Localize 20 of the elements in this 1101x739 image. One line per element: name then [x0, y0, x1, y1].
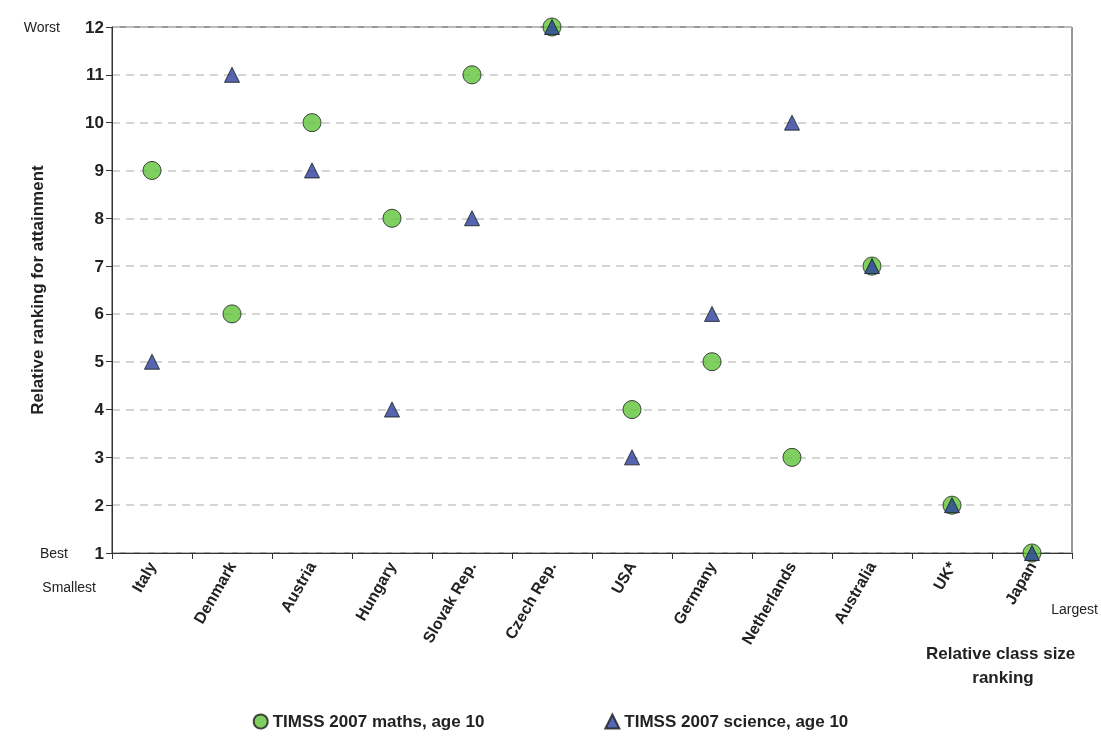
legend-label: TIMSS 2007 science, age 10: [624, 712, 849, 731]
y-tick-label: 6: [94, 304, 104, 324]
y-tick-label: 7: [94, 256, 104, 276]
x-axis-title: Relative class size ranking: [925, 643, 1081, 687]
legend-label: TIMSS 2007 maths, age 10: [272, 712, 485, 731]
text: Smallest: [42, 579, 97, 595]
y-tick-label: 8: [94, 208, 104, 228]
y-tick-label: 11: [86, 65, 104, 85]
y-tick-label: 5: [94, 352, 104, 372]
y-tick-label: 1: [94, 543, 104, 563]
text: Best: [39, 545, 69, 561]
y-tick-label: 4: [94, 400, 105, 420]
y-tick-label: 2: [94, 495, 104, 515]
text: Worst: [23, 19, 61, 35]
y-axis-title: Relative ranking for attainment: [28, 164, 47, 415]
y-tick-label: 3: [94, 447, 104, 467]
y-tick-label: 9: [94, 160, 104, 180]
y-tick-label: 10: [85, 113, 104, 133]
y-tick-label: 12: [85, 17, 104, 37]
text: Largest: [1051, 601, 1099, 617]
